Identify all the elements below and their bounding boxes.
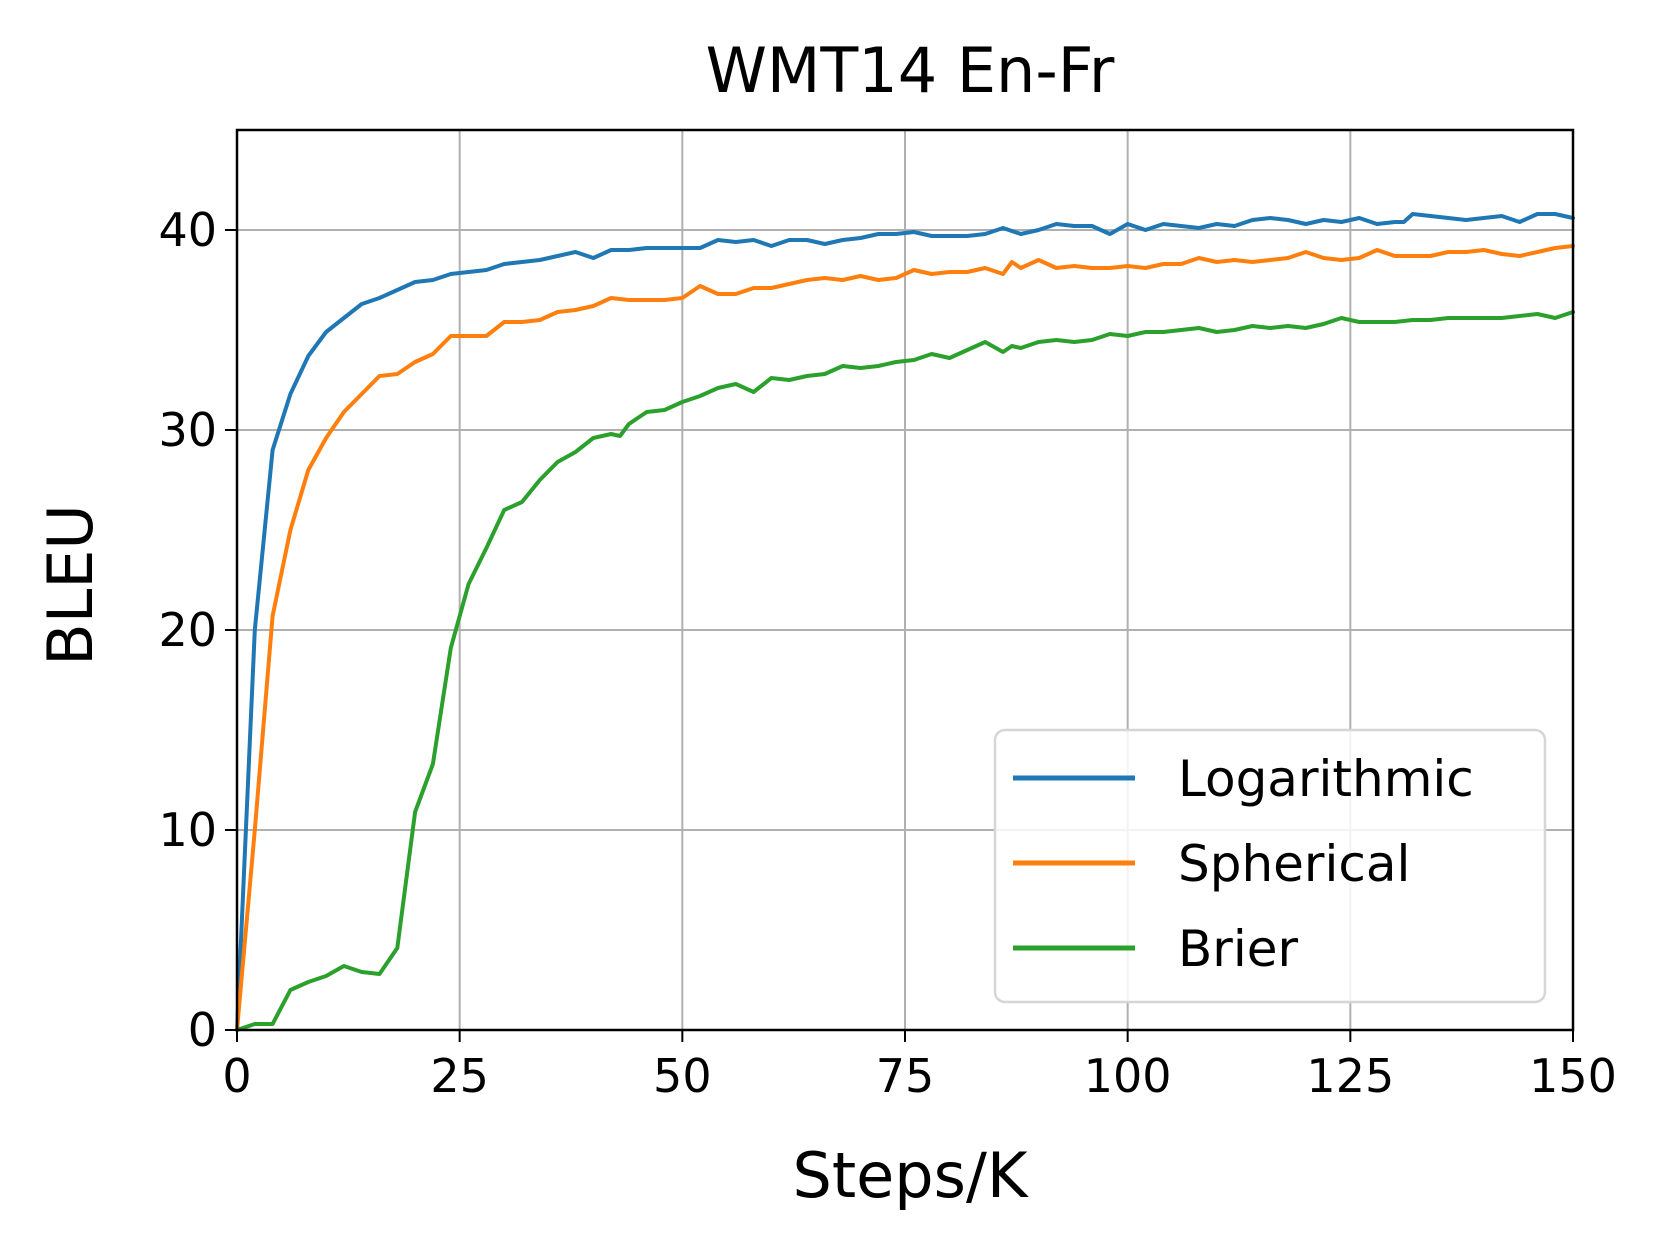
series-line-brier	[235, 310, 1575, 1032]
y-tick-label: 30	[158, 403, 217, 457]
x-tick-label: 25	[430, 1049, 489, 1103]
chart-title: WMT14 En-Fr	[706, 34, 1115, 107]
x-tick-label: 150	[1529, 1049, 1617, 1103]
y-axis-label: BLEU	[34, 504, 107, 666]
x-tick-label: 125	[1306, 1049, 1394, 1103]
legend-label-brier: Brier	[1178, 920, 1299, 978]
y-tick-label: 0	[188, 1003, 217, 1057]
x-tick-label: 75	[876, 1049, 935, 1103]
legend-label-logarithmic: Logarithmic	[1178, 750, 1474, 808]
legend: Logarithmic Spherical Brier	[993, 728, 1547, 1004]
x-tick-label: 50	[653, 1049, 712, 1103]
x-axis-label: Steps/K	[792, 1139, 1028, 1212]
y-tick-label: 20	[158, 603, 217, 657]
x-tick-label: 100	[1084, 1049, 1172, 1103]
legend-label-spherical: Spherical	[1178, 835, 1410, 893]
grid	[236, 130, 1574, 1031]
series-line-logarithmic	[235, 212, 1575, 1032]
x-tick-label: 0	[222, 1049, 251, 1103]
y-tick-label: 40	[158, 203, 217, 257]
series-lines	[235, 212, 1575, 1032]
series-line-spherical	[235, 244, 1575, 1032]
axis-ticks: 0 25 50 75 100 125 150 0 10 20 30 40	[158, 203, 1616, 1103]
y-tick-label: 10	[158, 803, 217, 857]
legend-box	[993, 728, 1547, 1004]
